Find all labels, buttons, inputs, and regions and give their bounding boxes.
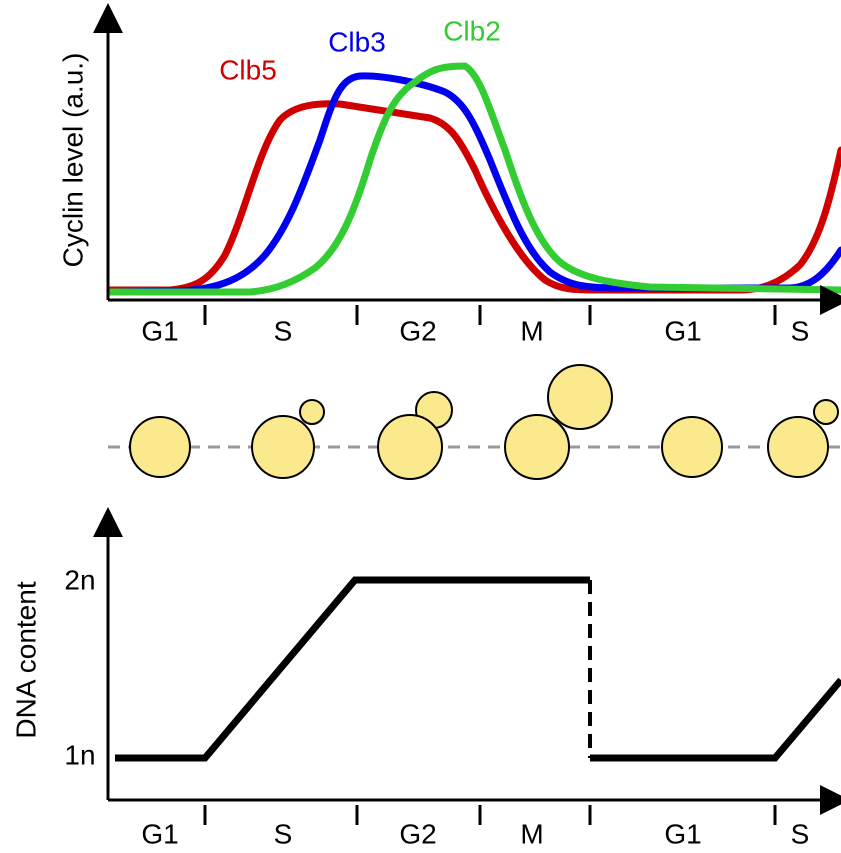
level-label: 1n [64, 739, 95, 770]
cell [251, 415, 315, 479]
cell [377, 414, 443, 480]
curve-label: Clb2 [443, 15, 501, 46]
phase-label: G2 [399, 818, 436, 849]
bud [547, 364, 613, 430]
top-panel: Cyclin level (a.u.) Clb5 Clb3 Clb2 G1 S … [57, 3, 841, 346]
phase-label: M [520, 315, 543, 346]
cells [108, 364, 841, 480]
cell [129, 416, 191, 478]
phase-label: G1 [141, 818, 178, 849]
curve-label: Clb3 [328, 26, 386, 57]
level-label: 2n [64, 564, 95, 595]
phase-dividers [203, 305, 777, 325]
dna-line [115, 576, 590, 762]
clb5-curve [106, 100, 841, 294]
y-axis-label: DNA content [10, 581, 41, 738]
bud [813, 399, 839, 425]
cell [767, 416, 829, 478]
clb3-curve [106, 72, 841, 296]
y-axis-label: Cyclin level (a.u.) [57, 53, 88, 268]
phase-label: G1 [664, 818, 701, 849]
cell [504, 414, 570, 480]
cell [661, 416, 723, 478]
phase-label: G1 [141, 315, 178, 346]
phase-label: M [520, 818, 543, 849]
phase-label: S [791, 818, 810, 849]
clb2-curve [106, 62, 841, 296]
dna-line [590, 677, 841, 762]
phase-dividers [203, 805, 777, 825]
phase-label: S [791, 315, 810, 346]
bud [299, 399, 325, 425]
curve-label: Clb5 [219, 54, 277, 85]
phase-label: S [274, 818, 293, 849]
phase-label: G2 [399, 315, 436, 346]
bottom-panel: DNA content 2n 1n G1 S G2 M G1 S [10, 507, 841, 849]
phase-label: S [274, 315, 293, 346]
phase-label: G1 [664, 315, 701, 346]
